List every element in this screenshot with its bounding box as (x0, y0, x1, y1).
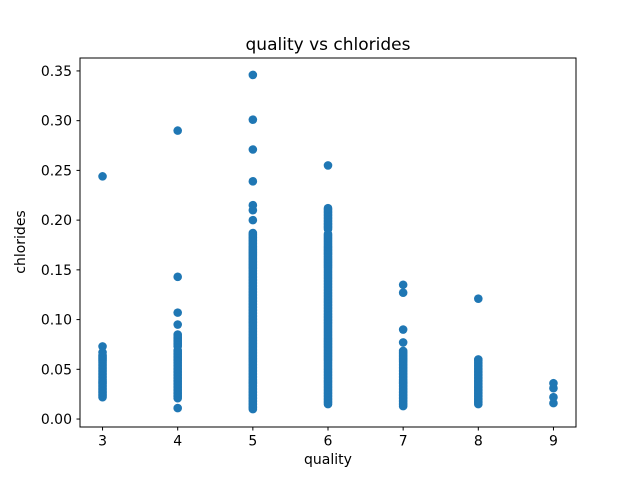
data-points (98, 70, 558, 414)
x-tick-label: 5 (248, 434, 257, 450)
x-tick-label: 8 (474, 434, 483, 450)
data-point (549, 378, 558, 388)
data-point (323, 161, 333, 170)
data-point (98, 348, 107, 357)
x-tick-label: 3 (98, 434, 107, 450)
data-point (173, 330, 182, 339)
data-point (398, 338, 408, 347)
data-point (474, 294, 483, 303)
x-tick-label: 4 (173, 434, 182, 450)
data-point (398, 346, 408, 356)
y-tick-label: 0.10 (41, 313, 72, 329)
y-tick-label: 0.05 (41, 362, 72, 378)
data-point (323, 203, 333, 213)
data-point (248, 115, 258, 124)
data-point (98, 342, 107, 351)
chart-title: quality vs chlorides (246, 35, 411, 55)
data-point (98, 172, 107, 181)
data-point (173, 320, 182, 329)
data-point (248, 200, 258, 210)
data-point (549, 392, 558, 402)
data-point (549, 398, 558, 408)
axes-spines (79, 57, 577, 428)
y-tick-label: 0.35 (41, 64, 72, 80)
data-point (173, 126, 182, 135)
data-point (248, 177, 258, 186)
data-point (173, 308, 182, 317)
data-point (248, 145, 258, 154)
data-point (173, 346, 182, 355)
data-point (173, 272, 182, 282)
y-tick-label: 0.00 (41, 412, 72, 428)
data-point (398, 288, 408, 298)
x-axis-label: quality (304, 452, 352, 468)
x-tick-label: 7 (399, 434, 408, 450)
data-point (248, 228, 258, 238)
y-tick-label: 0.15 (41, 263, 72, 279)
data-point (173, 403, 182, 413)
data-point (248, 70, 258, 80)
y-axis-label: chlorides (13, 210, 29, 273)
x-tick-label: 6 (324, 434, 333, 450)
data-point (474, 355, 483, 364)
data-point (248, 215, 258, 225)
axis-ticks: 3 4 5 6 7 8 9 0.00 0.05 0.10 0.15 0.20 0.25 0.30 0.35 (41, 64, 558, 450)
y-tick-label: 0.20 (41, 213, 72, 229)
y-tick-label: 0.25 (41, 163, 72, 179)
y-tick-label: 0.30 (41, 114, 72, 130)
data-point (398, 325, 408, 334)
x-tick-label: 9 (549, 434, 558, 450)
data-point (398, 280, 408, 290)
